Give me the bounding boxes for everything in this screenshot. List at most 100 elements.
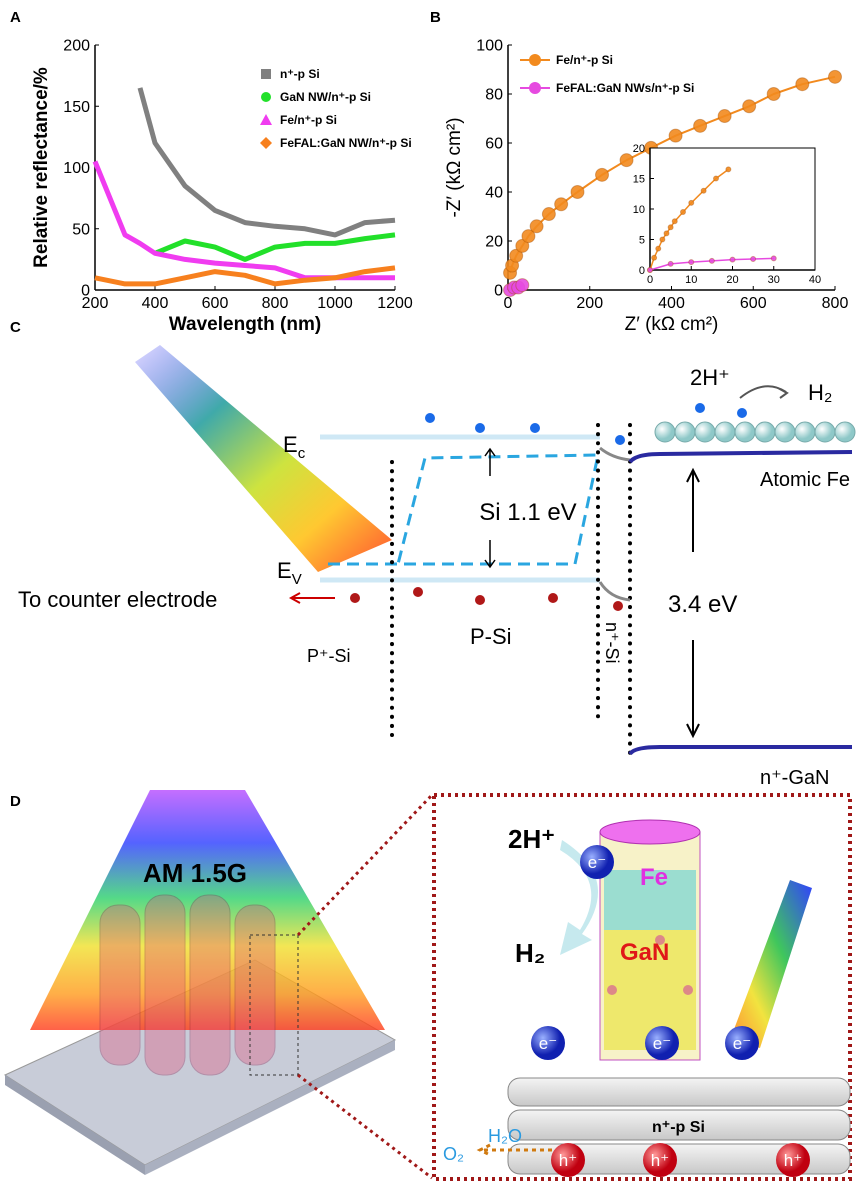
region-label: P⁺-Si	[307, 646, 351, 666]
data-point	[795, 77, 810, 92]
fe-atom	[734, 421, 756, 443]
panel-label: C	[10, 319, 21, 336]
data-point	[554, 197, 569, 212]
fe-atom	[814, 421, 836, 443]
data-point	[595, 167, 610, 182]
region-label: P-Si	[470, 624, 512, 649]
nanowire	[144, 894, 186, 1076]
data-point	[667, 260, 674, 267]
electron	[531, 1026, 565, 1060]
hole-label: h⁺	[651, 1151, 669, 1170]
hole	[776, 1143, 810, 1177]
electron	[425, 413, 435, 423]
fe-label: Atomic Fe	[760, 469, 850, 491]
gap-label: Si 1.1 eV	[479, 499, 576, 526]
substrate-edge	[145, 1040, 395, 1175]
data-point	[655, 245, 662, 252]
legend-marker	[261, 92, 271, 102]
zoom-line	[297, 1073, 433, 1180]
zoom-line	[296, 793, 434, 937]
legend-label: FeFAL:GaN NWs/n⁺-p Si	[556, 81, 694, 95]
x-tick-label: 10	[685, 274, 697, 286]
band-bend	[598, 581, 631, 602]
legend-label: n⁺-p Si	[280, 67, 320, 81]
data-point	[750, 256, 757, 263]
y-tick-label: 100	[476, 38, 503, 55]
series-line	[137, 87, 396, 238]
data-point	[521, 229, 536, 244]
ev-sub: V	[292, 571, 302, 588]
electron	[530, 423, 540, 433]
x-tick-label: 200	[82, 295, 109, 312]
x-tick-label: 0	[647, 274, 653, 286]
electron-label: e⁻	[653, 1034, 671, 1053]
data-point	[663, 230, 670, 237]
y-tick-label: 150	[63, 99, 90, 116]
electron	[725, 1026, 759, 1060]
data-point	[680, 209, 686, 216]
arrow	[484, 447, 496, 476]
legend-marker	[529, 54, 541, 66]
data-point	[770, 255, 777, 262]
fe-atom	[834, 421, 856, 443]
arrow	[476, 1143, 560, 1157]
zoom-box	[249, 934, 299, 1076]
data-point	[659, 236, 666, 243]
fe-atom	[794, 421, 816, 443]
x-tick-label: 1200	[377, 295, 413, 312]
legend-label: GaN NW/n⁺-p Si	[280, 90, 371, 104]
ec-sub: c	[298, 445, 306, 462]
arrow	[484, 540, 496, 569]
ev-label: EV	[277, 558, 302, 588]
series-line	[94, 265, 396, 287]
h2o-label: H₂O	[488, 1126, 522, 1146]
electron	[580, 845, 614, 879]
y-tick-label: 0	[639, 265, 645, 277]
legend-label: Fe/n⁺-p Si	[280, 113, 337, 127]
reactant-label: 2H⁺	[508, 824, 555, 854]
band-bend	[599, 446, 631, 462]
hole	[475, 595, 485, 605]
x-tick-label: 800	[822, 295, 849, 312]
data-point	[708, 257, 715, 264]
hole	[643, 1143, 677, 1177]
substrate-edge	[5, 1075, 145, 1175]
y-tick-label: 15	[633, 173, 645, 185]
si-layer	[507, 1109, 851, 1141]
atom	[607, 985, 617, 995]
x-tick-label: 0	[504, 295, 513, 312]
data-point	[570, 185, 585, 199]
hole-label: h⁺	[784, 1151, 802, 1170]
electron	[695, 403, 705, 413]
legend-marker	[529, 82, 541, 94]
fe-atom	[674, 421, 696, 443]
device-schematic: AM 1.5G 2H⁺ H₂ Fe GaN n⁺-p Si O₂ H₂O e⁻e…	[3, 790, 852, 1181]
x-tick-label: 20	[726, 274, 738, 286]
data-point	[529, 219, 544, 234]
gan-cb	[628, 450, 853, 464]
data-point	[668, 128, 683, 143]
nanowire	[99, 904, 141, 1066]
data-point	[515, 238, 530, 253]
x-tick-label: 800	[262, 295, 289, 312]
electron	[645, 1026, 679, 1060]
data-point	[700, 187, 707, 194]
light-beam	[730, 880, 812, 1048]
x-axis-label: Z′ (kΩ cm²)	[625, 314, 719, 335]
arrow	[739, 385, 789, 399]
atom	[683, 985, 693, 995]
data-point	[647, 267, 653, 273]
data-point	[515, 278, 530, 293]
y-tick-label: 50	[72, 221, 90, 238]
y-tick-label: 0	[81, 283, 90, 300]
legend-marker	[260, 137, 272, 149]
y-tick-label: 5	[639, 234, 645, 246]
carriers: e⁻ e⁻ e⁻ e⁻ h⁺ h⁺ h⁺	[531, 845, 810, 1177]
x-tick-label: 1000	[317, 295, 353, 312]
y-tick-label: 0	[494, 283, 503, 300]
data-point	[742, 99, 757, 114]
gan-label: GaN	[620, 939, 669, 966]
data-point	[667, 224, 674, 231]
reactant-label: 2H⁺	[690, 365, 730, 390]
